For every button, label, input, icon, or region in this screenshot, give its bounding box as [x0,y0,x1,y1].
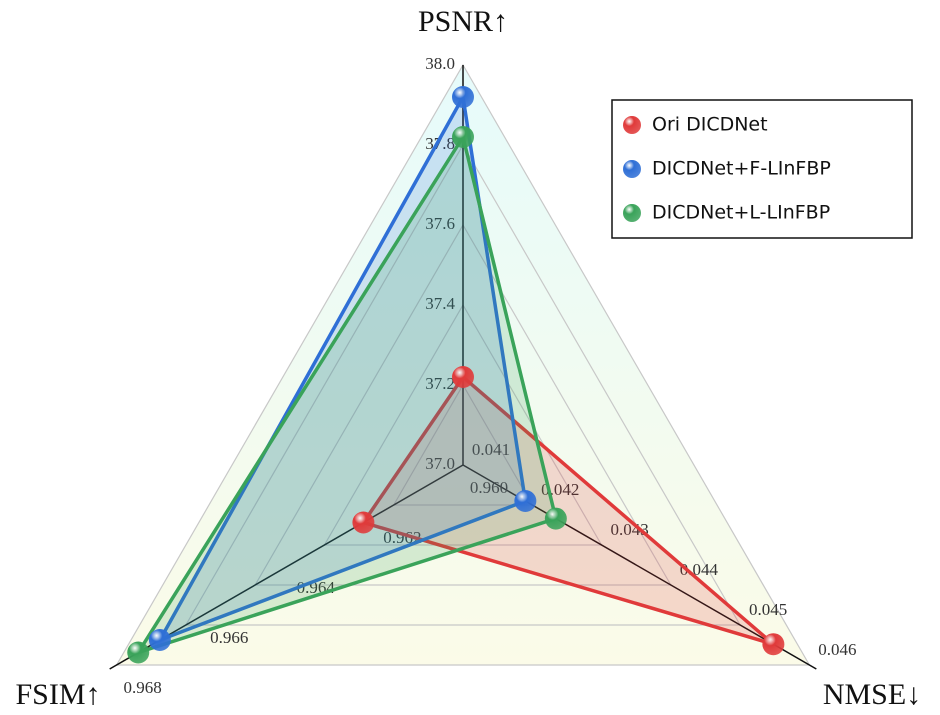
tick-label: 0.045 [749,600,787,619]
series-area [158,95,528,642]
grid-ring [184,143,742,626]
legend-label: DICDNet+L-LInFBP [652,202,830,224]
tick-label: 0.046 [818,640,856,659]
tick-label: 0.960 [470,478,508,497]
data-point [762,633,785,656]
series-area [361,375,776,646]
series-area [136,135,558,655]
tick-label: 0.041 [472,440,510,459]
grid-ring [392,383,534,506]
legend-marker [623,204,641,222]
axis-name: PSNR↑ [418,5,508,38]
tick-label: 0.043 [610,520,648,539]
tick-label: 0.968 [123,678,161,697]
legend-box [611,99,913,239]
tick-label: 0.966 [210,628,248,647]
data-point [452,126,474,148]
data-point [452,366,474,388]
axis-name: FSIM↑ [15,678,100,711]
tick-label: 37.0 [425,454,455,473]
grid-ring [115,63,811,666]
tick-label: 37.2 [425,374,455,393]
legend-marker [623,116,641,134]
data-point [148,629,171,651]
data-point [352,511,375,534]
data-point [514,490,537,512]
legend-label: Ori DICDNet [652,114,768,136]
tick-label: 37.6 [425,214,455,233]
grid-ring [254,223,672,586]
data-point [127,641,150,664]
data-point [452,86,474,108]
legend-label: DICDNet+F-LInFBP [652,158,831,180]
tick-label: 38.0 [425,54,455,73]
data-point [544,507,567,530]
legend-marker [623,160,641,178]
tick-label: 37.4 [425,294,455,313]
axis-name: NMSE↓ [823,678,921,711]
